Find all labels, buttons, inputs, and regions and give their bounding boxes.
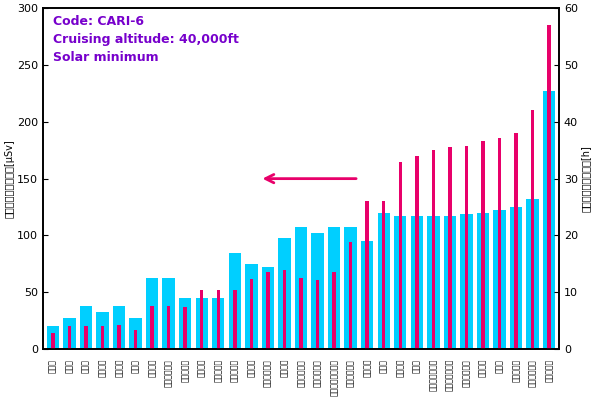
Bar (233, 290, 237, 349)
Bar (365, 201, 369, 349)
Bar (510, 207, 522, 349)
Bar (113, 306, 125, 349)
Bar (547, 25, 551, 349)
Bar (477, 213, 489, 349)
Bar (460, 214, 472, 349)
Bar (196, 298, 208, 349)
Bar (431, 150, 435, 349)
Bar (415, 156, 418, 349)
Bar (411, 216, 423, 349)
Bar (80, 306, 92, 349)
Bar (514, 133, 518, 349)
Bar (448, 147, 452, 349)
Bar (278, 238, 291, 349)
Bar (183, 307, 187, 349)
Bar (481, 141, 485, 349)
Bar (200, 290, 203, 349)
Bar (361, 241, 374, 349)
Bar (299, 278, 303, 349)
Bar (245, 264, 258, 349)
Bar (328, 227, 340, 349)
Bar (399, 162, 402, 349)
Bar (101, 326, 104, 349)
Bar (51, 333, 55, 349)
Bar (162, 278, 175, 349)
Bar (493, 210, 506, 349)
Bar (295, 227, 307, 349)
Bar (316, 280, 320, 349)
Bar (117, 325, 121, 349)
Bar (134, 330, 137, 349)
Bar (531, 110, 534, 349)
Bar (345, 227, 357, 349)
Bar (498, 138, 501, 349)
Bar (129, 318, 142, 349)
Text: Code: CARI-6
Cruising altitude: 40,000ft
Solar minimum: Code: CARI-6 Cruising altitude: 40,000ft… (54, 15, 239, 64)
Bar (84, 326, 87, 349)
Y-axis label: 実効線量（往復）　[μSv]: 実効線量（往復） [μSv] (4, 139, 14, 218)
Bar (382, 201, 386, 349)
Bar (262, 267, 274, 349)
Bar (250, 279, 253, 349)
Bar (283, 270, 286, 349)
Bar (465, 146, 468, 349)
Bar (46, 326, 59, 349)
Bar (377, 213, 390, 349)
Bar (228, 252, 241, 349)
Bar (212, 298, 224, 349)
Bar (444, 216, 456, 349)
Bar (179, 298, 192, 349)
Bar (527, 198, 539, 349)
Bar (543, 90, 555, 349)
Bar (333, 272, 336, 349)
Bar (151, 306, 154, 349)
Y-axis label: 搜乗時間（往復）　[h]: 搜乗時間（往復） [h] (581, 145, 591, 212)
Bar (311, 233, 324, 349)
Bar (167, 306, 170, 349)
Bar (68, 326, 71, 349)
Bar (349, 242, 352, 349)
Bar (427, 216, 440, 349)
Bar (146, 278, 158, 349)
Bar (96, 312, 109, 349)
Bar (63, 318, 76, 349)
Bar (266, 272, 270, 349)
Bar (394, 216, 406, 349)
Bar (217, 290, 220, 349)
